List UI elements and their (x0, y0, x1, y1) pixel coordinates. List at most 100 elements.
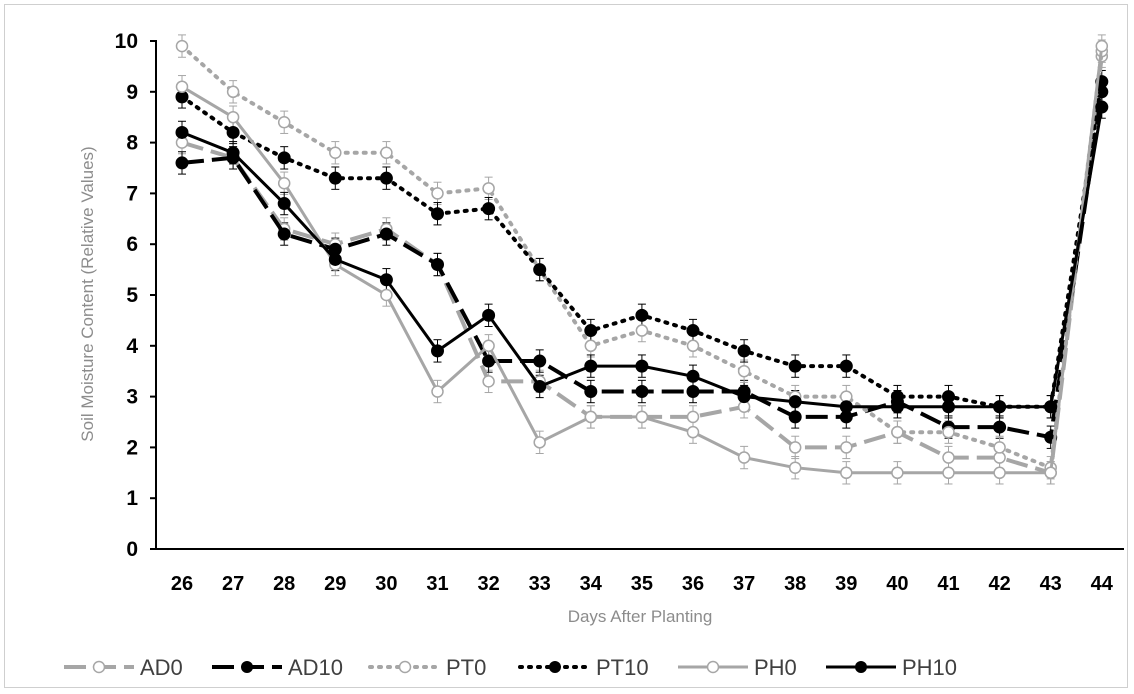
data-point (993, 451, 1006, 464)
y-tick-label: 4 (126, 335, 138, 358)
series-line (180, 44, 1104, 471)
x-tick-label: 32 (477, 573, 499, 595)
x-tick-label: 37 (733, 573, 755, 595)
x-tick-label: 44 (1091, 573, 1114, 595)
data-point (942, 466, 955, 480)
y-tick-label: 1 (126, 487, 138, 510)
x-tick-label: 39 (835, 573, 857, 595)
data-point (1095, 39, 1109, 53)
series-pt0 (175, 39, 1109, 474)
legend-marker (549, 661, 561, 673)
data-point (533, 263, 547, 277)
legend-item-ad0: AD0 (64, 655, 183, 680)
legend-label: AD0 (140, 655, 183, 680)
data-point (431, 187, 444, 200)
data-point (533, 436, 546, 449)
x-tick-label: 42 (988, 573, 1010, 595)
data-point (380, 288, 393, 302)
x-tick-label: 29 (324, 573, 346, 595)
data-point (431, 258, 444, 272)
data-point (175, 39, 189, 53)
data-point (431, 344, 444, 358)
x-tick-label: 38 (784, 573, 806, 595)
data-point (584, 324, 598, 338)
data-point (890, 400, 904, 414)
x-tick-label: 26 (171, 573, 193, 595)
y-tick-label: 9 (126, 81, 138, 104)
data-point (482, 354, 496, 368)
data-point (737, 364, 751, 378)
data-point (584, 359, 598, 373)
legend-item-ph0: PH0 (678, 655, 797, 680)
chart-frame (4, 4, 1128, 688)
data-point (431, 385, 444, 398)
data-point (1044, 400, 1058, 414)
data-point (226, 125, 240, 139)
data-point (891, 425, 904, 439)
y-tick-label: 6 (126, 233, 138, 256)
series-pt10 (175, 75, 1109, 414)
data-point (840, 441, 853, 454)
x-tick-label: 30 (375, 573, 397, 595)
data-point (277, 116, 291, 129)
data-point (993, 441, 1006, 454)
data-point (277, 197, 291, 211)
data-point (993, 466, 1006, 480)
data-point (686, 324, 700, 338)
x-tick-label: 35 (631, 573, 653, 595)
data-point (993, 400, 1007, 414)
data-point (737, 390, 751, 404)
data-point (737, 451, 751, 464)
y-tick-label: 10 (115, 30, 138, 53)
data-point (482, 339, 495, 353)
data-point (788, 410, 802, 424)
data-point (942, 425, 955, 439)
y-tick-label: 7 (126, 182, 138, 205)
data-point (686, 339, 700, 353)
data-point (328, 252, 342, 266)
legend-label: PH10 (902, 655, 957, 680)
data-point (379, 171, 393, 185)
data-point (482, 375, 495, 388)
data-point (686, 369, 700, 383)
y-tick-label: 0 (126, 538, 138, 561)
data-point (431, 207, 444, 221)
data-point (788, 441, 802, 454)
legend-label: PH0 (754, 655, 797, 680)
data-point (788, 461, 802, 474)
y-tick-labels: 0 1 2 3 4 5 6 7 8 9 10 (115, 30, 156, 561)
data-point (584, 339, 598, 353)
data-point (482, 308, 496, 322)
x-tick-label: 41 (937, 573, 959, 595)
data-point (277, 176, 291, 190)
x-tick-label: 36 (682, 573, 704, 595)
x-tick-label: 34 (580, 573, 603, 595)
data-point (686, 385, 700, 399)
data-point (942, 451, 955, 464)
data-point (277, 227, 291, 241)
data-point (686, 410, 700, 424)
data-point (175, 156, 189, 170)
legend-label: PT10 (596, 655, 649, 680)
data-point (788, 359, 802, 373)
x-tick-label: 40 (886, 573, 908, 595)
data-point (942, 400, 955, 414)
x-tick-label: 31 (426, 573, 448, 595)
legend-marker (92, 660, 106, 674)
data-point (635, 308, 649, 322)
data-point (533, 354, 547, 368)
x-axis-title: Days After Planting (568, 607, 713, 626)
legend-marker (855, 661, 867, 673)
data-point (482, 182, 495, 195)
data-point (277, 151, 291, 165)
data-point (533, 379, 547, 393)
data-point (379, 273, 393, 287)
legend-label: PT0 (446, 655, 486, 680)
legend-item-ad10: AD10 (212, 655, 343, 680)
legend-item-pt0: PT0 (368, 655, 486, 680)
data-point (635, 410, 649, 424)
data-point (584, 385, 598, 399)
x-tick-label: 33 (529, 573, 551, 595)
data-point (686, 425, 700, 439)
